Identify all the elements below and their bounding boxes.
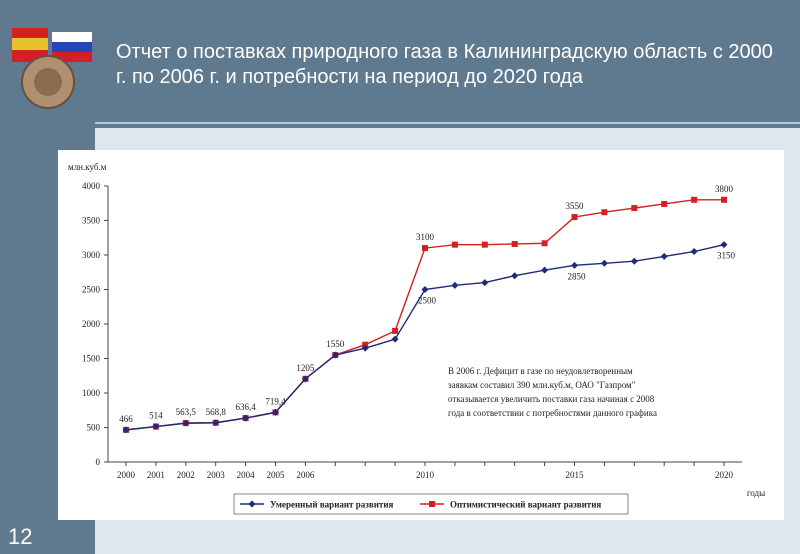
- data-point: [451, 281, 459, 289]
- x-tick-label: 2004: [237, 470, 256, 480]
- legend-label-2: Оптимистический вариант развития: [450, 500, 601, 510]
- data-point: [631, 205, 638, 212]
- data-point: [392, 327, 399, 334]
- x-tick-label: 2001: [147, 470, 165, 480]
- data-point: [541, 240, 548, 247]
- slide-number: 12: [8, 524, 33, 549]
- data-point: [661, 200, 668, 207]
- y-tick-label: 500: [87, 423, 101, 433]
- data-label: 1550: [326, 339, 345, 349]
- data-label: 563,5: [176, 407, 197, 417]
- annotation-line: года в соответствии с потребностями данн…: [448, 408, 657, 418]
- data-point: [660, 252, 668, 260]
- data-point: [511, 272, 519, 280]
- y-tick-label: 3500: [82, 216, 101, 226]
- slide-title: Отчет о поставках природного газа в Кали…: [116, 41, 773, 88]
- data-point: [630, 257, 638, 265]
- data-label: 466: [119, 414, 133, 424]
- y-tick-label: 1000: [82, 388, 101, 398]
- data-point: [391, 335, 399, 343]
- y-axis-title: млн.куб.м: [68, 162, 107, 172]
- annotation-line: отказывается увеличить поставки газа нач…: [448, 394, 655, 404]
- y-tick-label: 2500: [82, 285, 101, 295]
- data-label: 568,8: [206, 407, 227, 417]
- data-label: 636,4: [235, 402, 256, 412]
- y-tick-label: 3000: [82, 250, 101, 260]
- data-point: [511, 240, 518, 247]
- data-point: [720, 241, 728, 249]
- data-point: [212, 419, 220, 427]
- data-label: 719,4: [265, 396, 286, 406]
- data-point: [541, 266, 549, 274]
- data-label: 3800: [715, 184, 734, 194]
- x-tick-label: 2006: [296, 470, 315, 480]
- data-point: [301, 375, 309, 383]
- y-tick-label: 4000: [82, 181, 101, 191]
- data-point: [691, 196, 698, 203]
- legend-label-1: Умеренный вариант развития: [270, 500, 394, 510]
- header-divider: [95, 122, 800, 124]
- data-label: 3150: [717, 251, 736, 261]
- data-point: [481, 279, 489, 287]
- data-point: [122, 426, 130, 434]
- x-tick-label: 2000: [117, 470, 136, 480]
- x-tick-label: 2002: [177, 470, 195, 480]
- data-point: [421, 286, 429, 293]
- slide-header: [0, 0, 800, 128]
- flags-emblem-logo: [12, 28, 92, 109]
- legend-marker-2: [429, 501, 435, 507]
- data-point: [451, 241, 458, 248]
- data-point: [601, 209, 608, 216]
- data-point: [182, 419, 190, 427]
- data-point: [242, 414, 250, 422]
- x-tick-label: 2003: [207, 470, 226, 480]
- chart-area: 0 500 1000 1500 2000 2500 3000 3500 4000 млн.куб.…: [58, 150, 784, 520]
- annotation-line: заявкам составил 390 млн.куб.м, ОАО "Газ…: [448, 380, 636, 390]
- data-point: [571, 214, 578, 221]
- data-label: 3100: [416, 232, 435, 242]
- data-point: [600, 259, 608, 267]
- y-tick-label: 2000: [82, 319, 101, 329]
- x-axis-title: годы: [747, 488, 765, 498]
- x-tick-label: 2005: [267, 470, 286, 480]
- data-point: [361, 344, 369, 352]
- data-label: 3550: [566, 201, 585, 211]
- x-tick-label: 2020: [715, 470, 734, 480]
- data-label: 2500: [418, 296, 437, 306]
- data-point: [152, 423, 160, 431]
- data-point: [331, 351, 339, 359]
- y-tick-label: 1500: [82, 354, 101, 364]
- data-label: 1205: [296, 363, 315, 373]
- data-point: [272, 408, 279, 416]
- data-point: [571, 261, 578, 269]
- data-point: [721, 196, 727, 203]
- data-point: [422, 245, 428, 252]
- data-point: [690, 248, 698, 256]
- gas-supply-chart: 0 500 1000 1500 2000 2500 3000 3500 4000 млн.куб.…: [68, 162, 765, 515]
- annotation-line: В 2006 г. Дефицит в газе по неудовлетвор…: [448, 366, 633, 376]
- x-tick-label: 2010: [416, 470, 435, 480]
- x-tick-label: 2015: [566, 470, 585, 480]
- legend-marker-1: [248, 500, 256, 508]
- data-label: 2850: [568, 271, 587, 281]
- data-point: [481, 241, 488, 248]
- data-label: 514: [149, 411, 163, 421]
- y-tick-label: 0: [96, 457, 101, 467]
